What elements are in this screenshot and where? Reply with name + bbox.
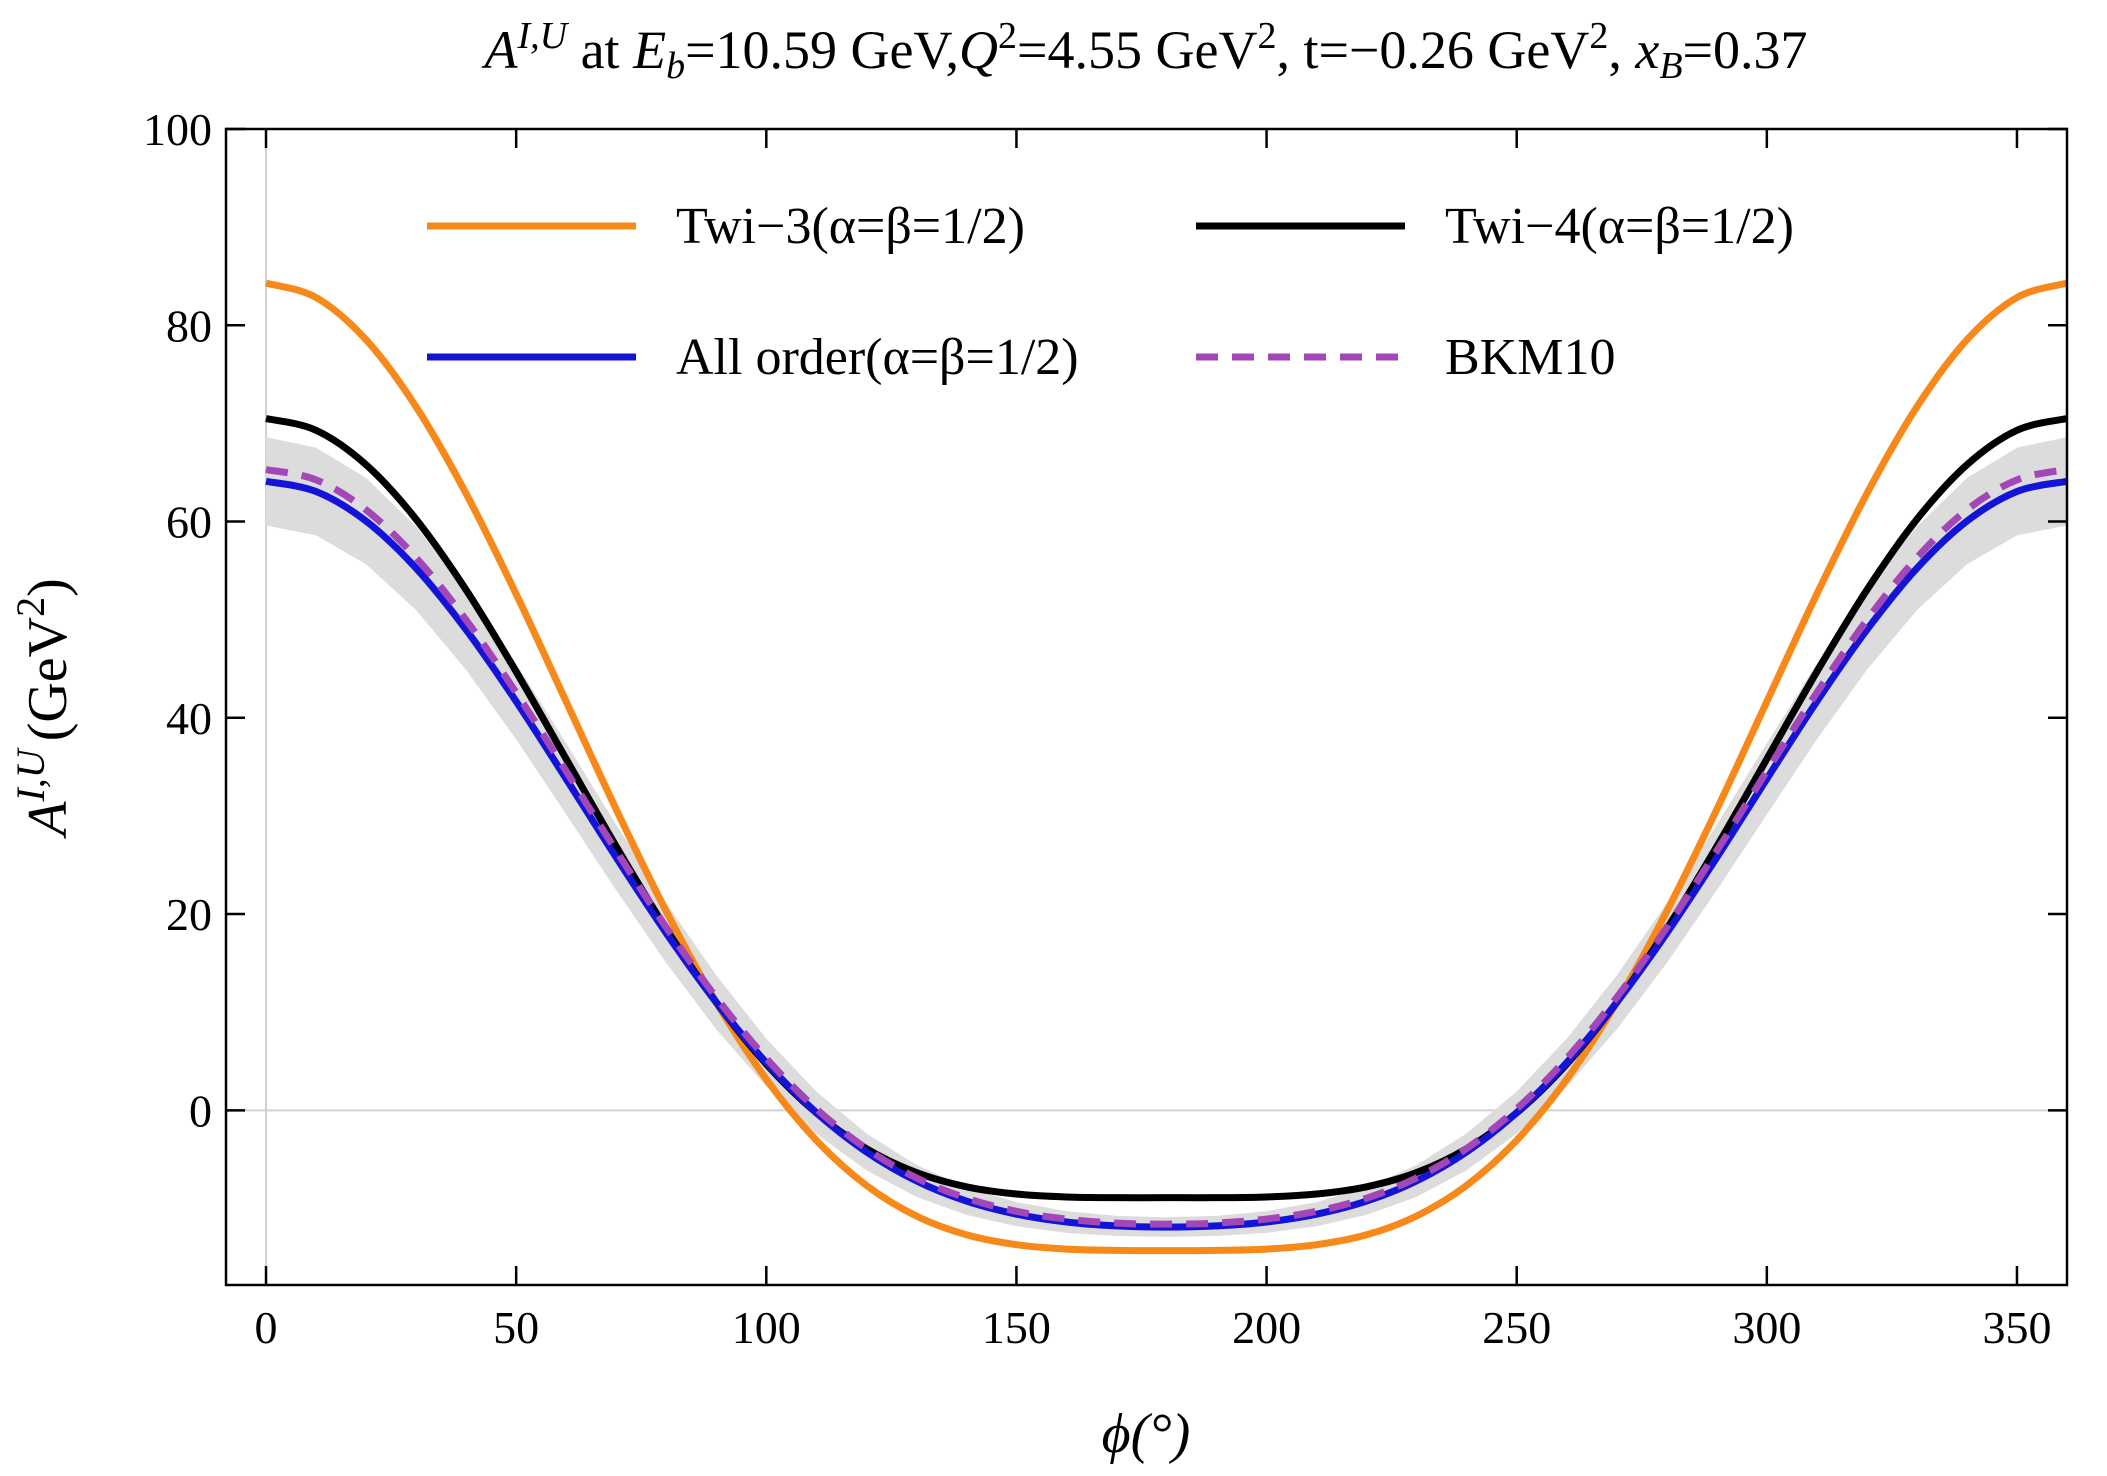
title-part: Q bbox=[959, 20, 998, 80]
x-tick-label: 50 bbox=[493, 1302, 539, 1353]
x-tick-label: 250 bbox=[1482, 1302, 1551, 1353]
title-part: A bbox=[481, 20, 518, 80]
legend-label: Twi−3(α=β=1/2) bbox=[676, 198, 1025, 255]
y-label-part: 2 bbox=[8, 597, 53, 617]
plot-frame bbox=[224, 127, 2069, 1287]
title-part: , bbox=[1608, 20, 1635, 80]
legend-label: All order(α=β=1/2) bbox=[676, 329, 1079, 386]
x-tick-label: 150 bbox=[982, 1302, 1051, 1353]
y-tick-label: 80 bbox=[166, 300, 212, 351]
title-part: E bbox=[632, 20, 666, 80]
title-part: 2 bbox=[1257, 15, 1276, 57]
x-tick-label: 200 bbox=[1232, 1302, 1301, 1353]
title-part: =4.55 GeV bbox=[1017, 20, 1257, 80]
chart-title: AI,U at Eb=10.59 GeV,Q2=4.55 GeV2, t=−0.… bbox=[481, 15, 1807, 87]
series-line bbox=[265, 279, 2068, 1255]
legend-label: BKM10 bbox=[1445, 329, 1615, 386]
y-tick-label: 100 bbox=[143, 104, 212, 155]
y-label-part: A bbox=[17, 801, 79, 840]
title-part: at bbox=[567, 20, 633, 80]
series-line bbox=[265, 466, 2068, 1228]
x-tick-label: 0 bbox=[255, 1302, 278, 1353]
legend-label: Twi−4(α=β=1/2) bbox=[1445, 198, 1794, 255]
x-tick-label: 350 bbox=[1982, 1302, 2051, 1353]
y-label-part: I,U bbox=[8, 746, 53, 802]
title-part: 2 bbox=[998, 15, 1017, 57]
title-part: 2 bbox=[1589, 15, 1608, 57]
title-part: B bbox=[1659, 45, 1682, 87]
y-tick-label: 60 bbox=[166, 497, 212, 548]
title-part: =10.59 GeV, bbox=[685, 20, 959, 80]
x-axis-label: ϕ(°) bbox=[1102, 1403, 1191, 1465]
y-tick-label: 40 bbox=[166, 693, 212, 744]
y-tick-label: 0 bbox=[189, 1085, 212, 1136]
y-label-part: (GeV bbox=[17, 617, 79, 741]
y-axis-label: AI,U (GeV2) bbox=[8, 578, 79, 839]
series-line bbox=[265, 477, 2068, 1231]
error-band bbox=[266, 437, 2067, 1237]
series-line bbox=[265, 415, 2068, 1202]
title-part: b bbox=[666, 45, 685, 87]
title-part: I,U bbox=[516, 15, 569, 57]
title-part: =0.37 bbox=[1683, 20, 1808, 80]
x-tick-label: 300 bbox=[1732, 1302, 1801, 1353]
y-tick-label: 20 bbox=[166, 889, 212, 940]
title-part: , t=−0.26 GeV bbox=[1276, 20, 1589, 80]
title-part: x bbox=[1634, 20, 1659, 80]
x-tick-label: 100 bbox=[732, 1302, 801, 1353]
y-label-part: ) bbox=[17, 578, 79, 597]
